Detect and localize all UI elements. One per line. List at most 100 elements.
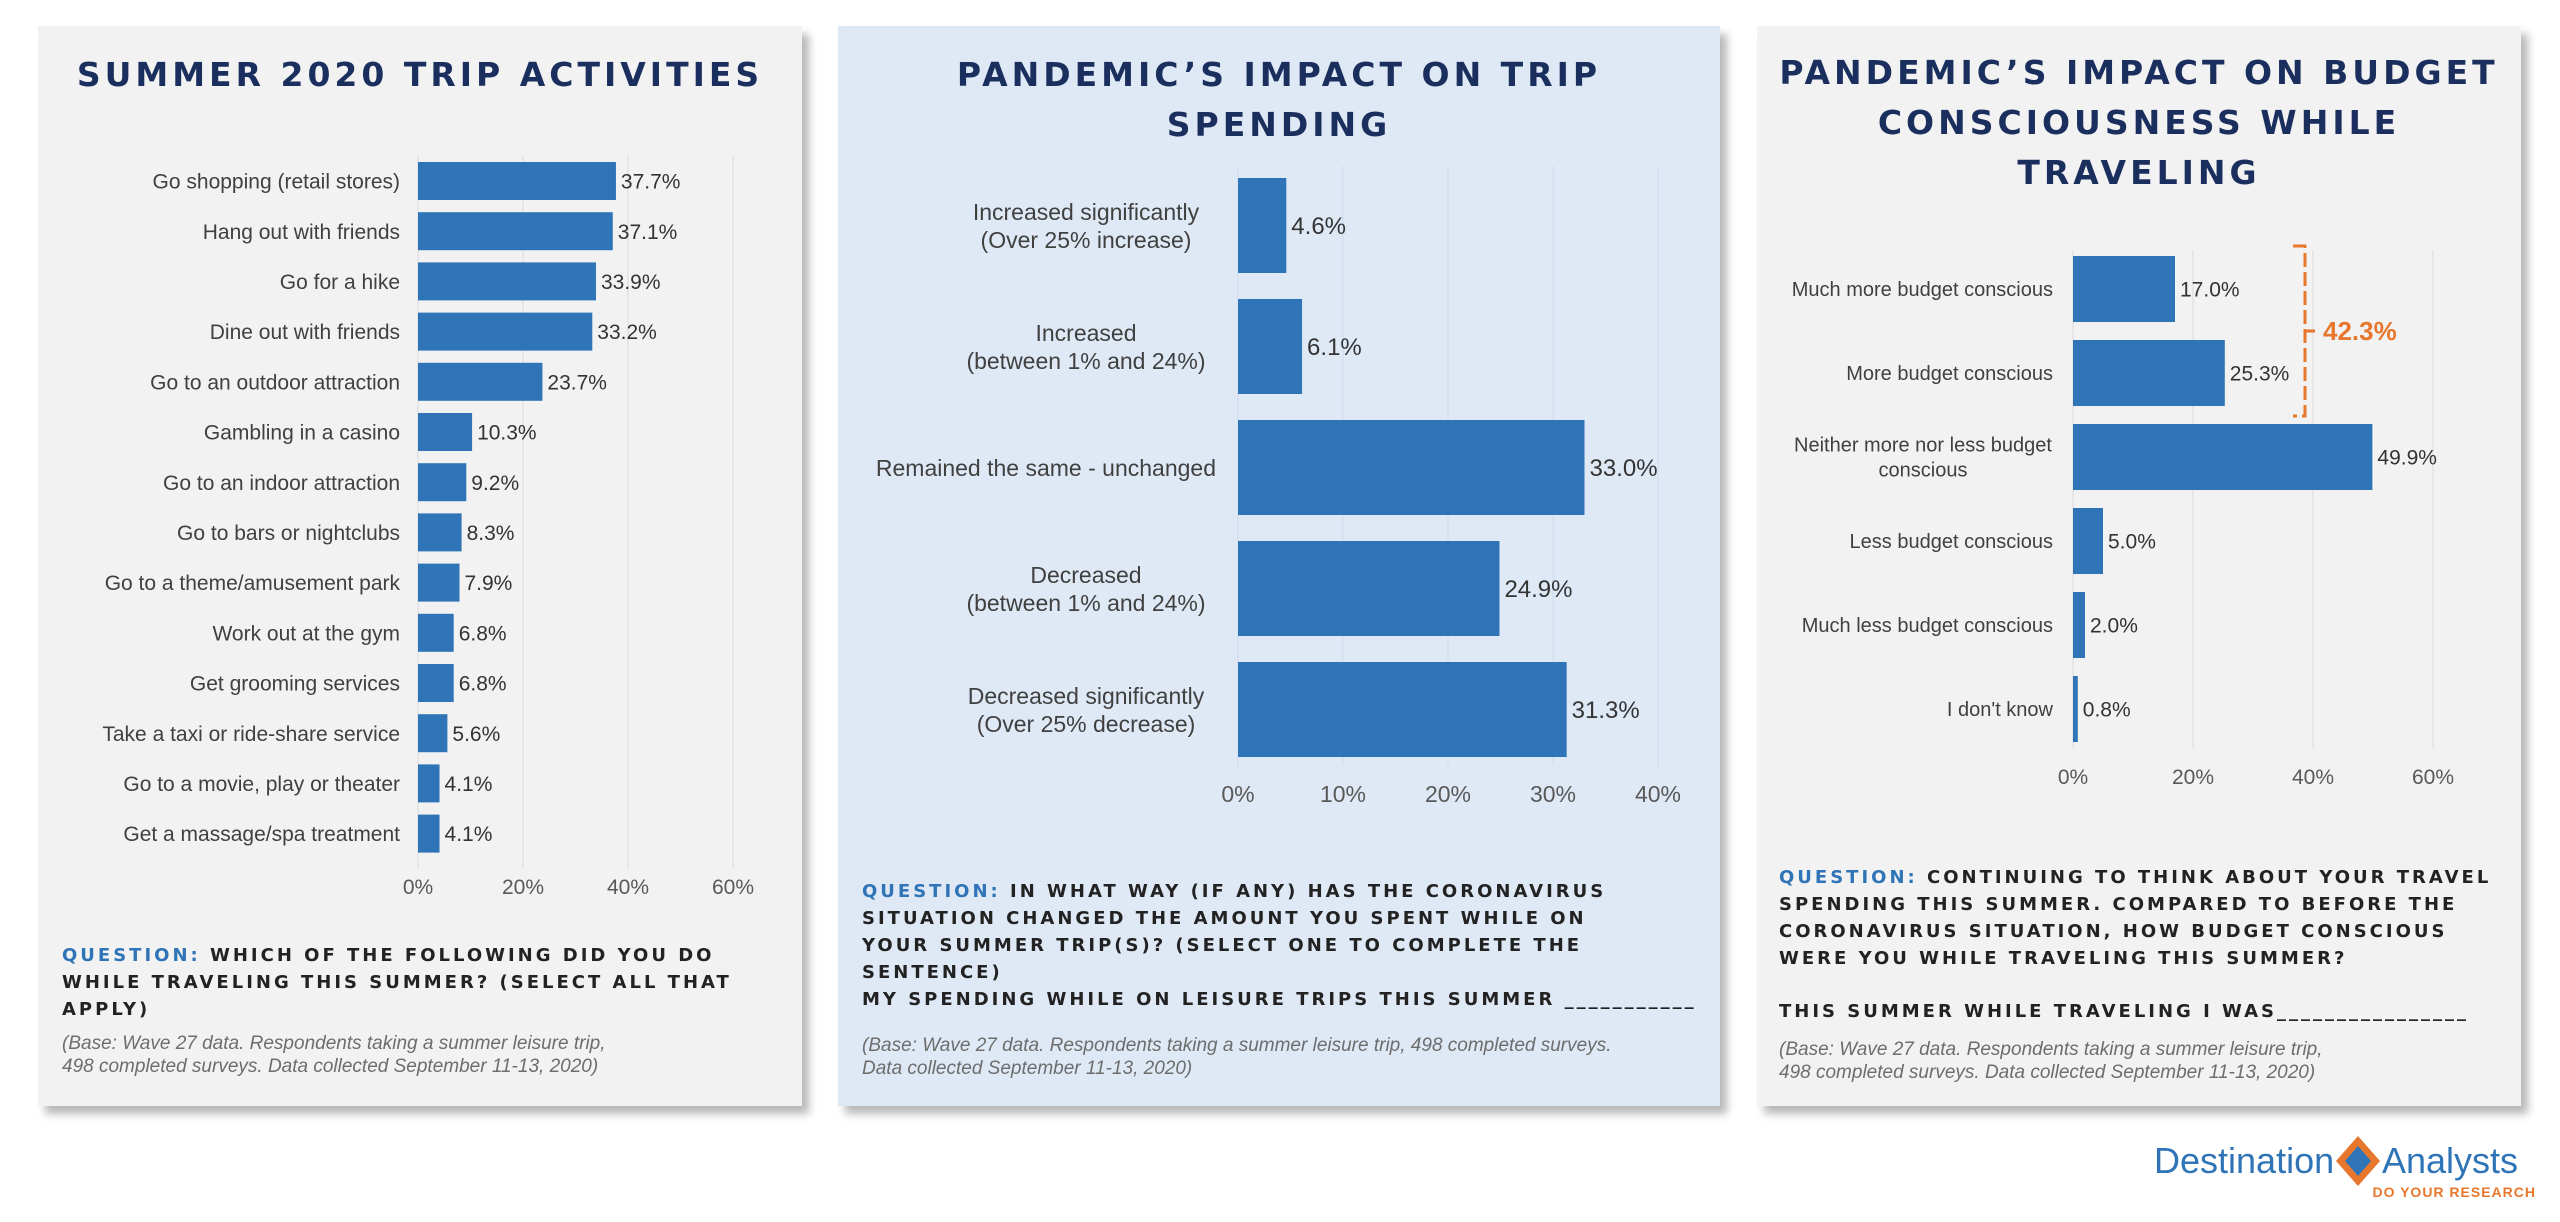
- bar: [2073, 340, 2225, 406]
- question-label: QUESTION:: [862, 881, 1001, 902]
- trip-activities-svg: 0% 20% 40% 60% 37.7% Go shopping (retail stor…: [102, 156, 754, 899]
- category-label: Go to bars or nightclubs: [177, 522, 400, 545]
- panel-title: SUMMER 2020 TRIP ACTIVITIES: [76, 55, 764, 94]
- base-note-line1: (Base: Wave 27 data. Respondents taking …: [862, 1035, 1612, 1056]
- category-label: Go shopping (retail stores): [153, 171, 400, 194]
- value-label: 6.1%: [1307, 334, 1362, 361]
- bar: [2073, 676, 2078, 742]
- category-label: (between 1% and 24%): [966, 590, 1205, 616]
- category-label: conscious: [1879, 460, 1968, 482]
- budget-consciousness-chart: 0% 20% 40% 60% 17.0% Much more budget conscio…: [1757, 26, 2521, 866]
- trip-spending-panel: PANDEMIC’S IMPACT ON TRIP SPENDING 0% 10%…: [838, 26, 1720, 1106]
- value-label: 49.9%: [2377, 447, 2437, 470]
- category-label: Work out at the gym: [212, 622, 400, 645]
- x-tick-label: 10%: [1320, 781, 1366, 807]
- value-label: 33.9%: [601, 271, 661, 294]
- category-label: (between 1% and 24%): [966, 348, 1205, 374]
- base-note: (Base: Wave 27 data. Respondents taking …: [862, 1034, 1611, 1080]
- question-body: IN WHAT WAY (IF ANY) HAS THE CORONAVIRUS…: [862, 881, 1607, 983]
- base-note: (Base: Wave 27 data. Respondents taking …: [1779, 1038, 2323, 1084]
- value-label: 6.8%: [459, 673, 507, 696]
- panel-title: PANDEMIC’S IMPACT ON TRIP SPENDING: [956, 55, 1602, 144]
- x-tick-label: 40%: [2292, 766, 2334, 789]
- category-label: Neither more nor less budget: [1794, 435, 2052, 457]
- base-note: (Base: Wave 27 data. Respondents taking …: [62, 1032, 606, 1078]
- category-label: More budget conscious: [1846, 363, 2053, 385]
- bar: [418, 664, 454, 702]
- value-label: 37.7%: [621, 171, 681, 194]
- destination-analysts-logo: Destination Analysts DO YOUR RESEARCH: [2150, 1132, 2540, 1202]
- value-label: 4.1%: [445, 773, 493, 796]
- category-label: Increased: [1035, 320, 1136, 346]
- trip-spending-chart: 0% 10% 20% 30% 40% 4.6% Increased significantl…: [838, 26, 1720, 886]
- budget-consciousness-panel: PANDEMIC’S IMPACT ON BUDGET CONSCIOUSNESS…: [1757, 26, 2521, 1106]
- category-label: Go to a theme/amusement park: [105, 572, 401, 595]
- value-label: 6.8%: [459, 622, 507, 645]
- bar: [1238, 541, 1500, 636]
- annotation-label: 42.3%: [2323, 316, 2397, 346]
- x-tick-label: 0%: [403, 876, 433, 899]
- logo-text-analysts: Analysts: [2382, 1140, 2519, 1181]
- category-label: I don't know: [1947, 699, 2054, 721]
- base-note-line1: (Base: Wave 27 data. Respondents taking …: [62, 1033, 606, 1054]
- bar: [2073, 256, 2175, 322]
- bar: [418, 814, 440, 853]
- budget-consciousness-svg: 0% 20% 40% 60% 17.0% Much more budget conscio…: [1792, 244, 2454, 789]
- value-label: 9.2%: [471, 472, 519, 495]
- trip-spending-svg: 0% 10% 20% 30% 40% 4.6% Increased significantl…: [876, 166, 1681, 807]
- value-label: 5.6%: [452, 723, 500, 746]
- panel-title-line2: CONSCIOUSNESS WHILE TRAVELING: [1877, 103, 2401, 192]
- bar: [418, 162, 616, 200]
- category-label: Remained the same - unchanged: [876, 455, 1216, 481]
- bar: [1238, 662, 1567, 757]
- category-label: Go for a hike: [280, 271, 400, 294]
- category-label: Gambling in a casino: [204, 422, 400, 445]
- x-tick-label: 20%: [1425, 781, 1471, 807]
- question-label: QUESTION:: [62, 945, 201, 966]
- category-label: Much less budget conscious: [1802, 615, 2053, 637]
- bar: [1238, 420, 1585, 515]
- trip-activities-panel: SUMMER 2020 TRIP ACTIVITIES 0% 20% 40% 60% 3…: [38, 26, 802, 1106]
- category-label: Go to an outdoor attraction: [150, 371, 400, 394]
- complete-sentence: THIS SUMMER WHILE TRAVELING I WAS_______…: [1779, 1001, 2469, 1022]
- category-label: Get grooming services: [190, 673, 400, 696]
- value-label: 24.9%: [1504, 576, 1572, 603]
- bar: [418, 764, 440, 803]
- question-text: QUESTION: IN WHAT WAY (IF ANY) HAS THE C…: [862, 878, 1652, 986]
- bar: [418, 463, 467, 502]
- base-note-line2: Data collected September 11-13, 2020): [862, 1058, 1193, 1079]
- logo-tagline: DO YOUR RESEARCH: [2372, 1184, 2536, 1200]
- value-label: 33.2%: [597, 321, 657, 344]
- category-label: Take a taxi or ride-share service: [102, 723, 400, 746]
- bar: [418, 262, 596, 301]
- category-label: Less budget conscious: [1850, 531, 2053, 553]
- value-label: 2.0%: [2090, 615, 2138, 638]
- value-label: 17.0%: [2180, 279, 2240, 302]
- category-label: Go to a movie, play or theater: [123, 773, 400, 796]
- value-label: 31.3%: [1572, 697, 1640, 724]
- value-label: 10.3%: [477, 422, 537, 445]
- x-tick-label: 40%: [607, 876, 649, 899]
- value-label: 7.9%: [464, 572, 512, 595]
- panel-title: PANDEMIC’S IMPACT ON BUDGET CONSCIOUSNESS…: [1757, 48, 2521, 198]
- question-text: QUESTION: WHICH OF THE FOLLOWING DID YOU…: [62, 942, 762, 1023]
- value-label: 37.1%: [618, 221, 678, 244]
- category-label: Get a massage/spa treatment: [123, 823, 400, 846]
- bar: [418, 714, 448, 753]
- category-label: Hang out with friends: [203, 221, 400, 244]
- value-label: 33.0%: [1590, 455, 1658, 482]
- question-text: QUESTION: CONTINUING TO THINK ABOUT YOUR…: [1779, 864, 2499, 972]
- base-note-line2: 498 completed surveys. Data collected Se…: [1779, 1062, 2316, 1083]
- base-note-line1: (Base: Wave 27 data. Respondents taking …: [1779, 1039, 2323, 1060]
- category-label: Decreased: [1030, 562, 1141, 588]
- question-body: CONTINUING TO THINK ABOUT YOUR TRAVEL SP…: [1779, 867, 2492, 969]
- bar: [418, 362, 543, 401]
- base-note-line2: 498 completed surveys. Data collected Se…: [62, 1056, 599, 1077]
- bar: [2073, 592, 2085, 658]
- x-tick-label: 60%: [712, 876, 754, 899]
- bar: [418, 413, 473, 451]
- x-tick-label: 0%: [2058, 766, 2088, 789]
- panel-title-line1: PANDEMIC’S IMPACT ON BUDGET: [1779, 53, 2499, 92]
- x-tick-label: 0%: [1221, 781, 1254, 807]
- category-label: (Over 25% increase): [981, 227, 1192, 253]
